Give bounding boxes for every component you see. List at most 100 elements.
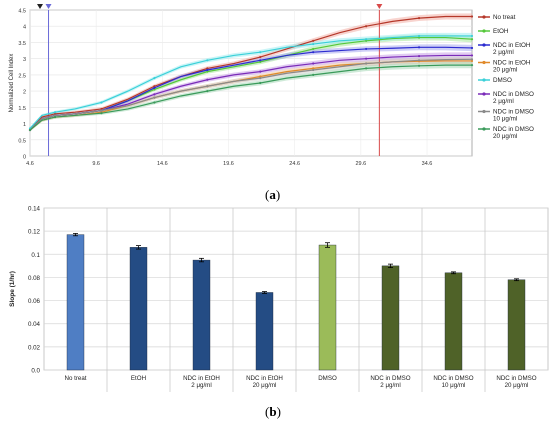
series-point [206, 59, 209, 62]
series-point [365, 62, 368, 65]
series-point [312, 39, 315, 42]
series-point [100, 109, 103, 112]
series-point [206, 68, 209, 72]
series-point [28, 128, 32, 132]
bar [318, 244, 337, 371]
series-band [30, 32, 472, 130]
x-tick-label: 9.6 [92, 161, 100, 167]
x-tick-label: 19.6 [223, 161, 234, 167]
y-tick-label: 4.5 [18, 9, 26, 15]
series-point [417, 17, 421, 20]
legend-label: NDC in DMSO [493, 109, 534, 116]
series-point [312, 73, 315, 76]
series-point [365, 57, 368, 60]
y-tick-label: 0.1 [31, 252, 40, 259]
series-point [153, 93, 156, 96]
y-tick-label: 0.04 [28, 321, 41, 328]
series-point [206, 90, 209, 93]
legend-label: NDC in EtOH [493, 42, 531, 49]
series-point [206, 78, 209, 81]
series-point [100, 112, 103, 115]
legend-label: 20 μg/ml [493, 133, 517, 140]
series-point [312, 47, 315, 51]
x-tick-label: 14.6 [157, 161, 168, 167]
x-tick-label: 34.6 [422, 161, 433, 167]
series-point [259, 75, 262, 78]
series-point [206, 70, 209, 73]
panel-b-label: (b) [265, 404, 281, 419]
legend-label: No treat [493, 14, 516, 21]
y-tick-label: 3.5 [18, 41, 26, 47]
legend-swatch-marker [482, 109, 486, 114]
series-line [29, 15, 472, 131]
legend-label: NDC in DMSO [493, 126, 534, 133]
legend-label: NDC in DMSO [493, 91, 534, 98]
category-label: NDC in DMSO [433, 375, 473, 382]
legend-swatch-marker [482, 43, 486, 47]
category-label: No treat [64, 375, 86, 382]
category-label: 20 μg/ml [505, 382, 529, 389]
series-point [417, 59, 421, 62]
bar [129, 247, 148, 371]
series-point [259, 70, 262, 73]
category-label: NDC in EtOH [246, 375, 283, 382]
series-point [470, 46, 474, 50]
y-tick-label: 0.5 [18, 138, 26, 144]
series-point [100, 101, 103, 104]
marker-triangle [376, 4, 383, 9]
series-point [259, 81, 262, 85]
y-tick-label: 0.08 [28, 275, 41, 282]
y-tick-label: 3 [23, 57, 26, 63]
series-point [470, 58, 474, 61]
series-point [54, 112, 57, 115]
y-tick-label: 0.14 [28, 206, 41, 213]
category-label: 2 μg/ml [380, 382, 400, 389]
series-point [259, 55, 262, 59]
series-point [470, 59, 474, 63]
category-label: EtOH [131, 375, 146, 382]
legend-label: 20 μg/ml [493, 67, 517, 74]
series-point [417, 54, 421, 58]
bar [381, 265, 400, 371]
bar [507, 279, 526, 371]
marker-triangle [37, 4, 43, 9]
legend-swatch-marker [482, 78, 486, 82]
series-point [259, 77, 262, 80]
legend-label: DMSO [493, 77, 512, 84]
legend-swatch-marker [482, 29, 486, 33]
legend-swatch-marker [482, 15, 486, 19]
series-point [259, 60, 262, 64]
series-point [365, 47, 368, 51]
series-point [259, 51, 262, 54]
category-label: 20 μg/ml [253, 382, 277, 389]
y-tick-label: 1 [23, 122, 26, 128]
category-label: NDC in DMSO [370, 375, 410, 382]
series-point [365, 39, 368, 42]
series-point [470, 64, 474, 67]
x-tick-label: 29.6 [355, 161, 366, 167]
series-point [365, 67, 368, 70]
y-tick-label: 0 [23, 155, 26, 161]
bar [192, 259, 211, 371]
series-point [312, 67, 315, 70]
series-point [206, 85, 209, 88]
series-line [29, 64, 472, 131]
bar [66, 234, 85, 371]
y-tick-label: 2.5 [18, 73, 26, 79]
legend-label: 10 μg/ml [493, 116, 517, 123]
series-point [153, 77, 156, 80]
series-point [417, 36, 421, 39]
bar [444, 272, 463, 371]
bar-chart-slope: 0.0 0.02 0.04 0.06 0.08 0.1 0.12 0.14 No treat Et… [9, 206, 549, 392]
panel-a-label: (a) [265, 187, 281, 202]
x-tick-label: 24.6 [289, 161, 300, 167]
legend-label: EtOH [493, 28, 509, 35]
series-point [312, 62, 315, 65]
series-point [417, 64, 421, 67]
series-point [54, 115, 57, 119]
series-point [153, 88, 156, 91]
y-tick-label: 0.12 [28, 229, 41, 236]
y-tick-label: 1.5 [18, 106, 26, 112]
series-point [312, 51, 315, 54]
